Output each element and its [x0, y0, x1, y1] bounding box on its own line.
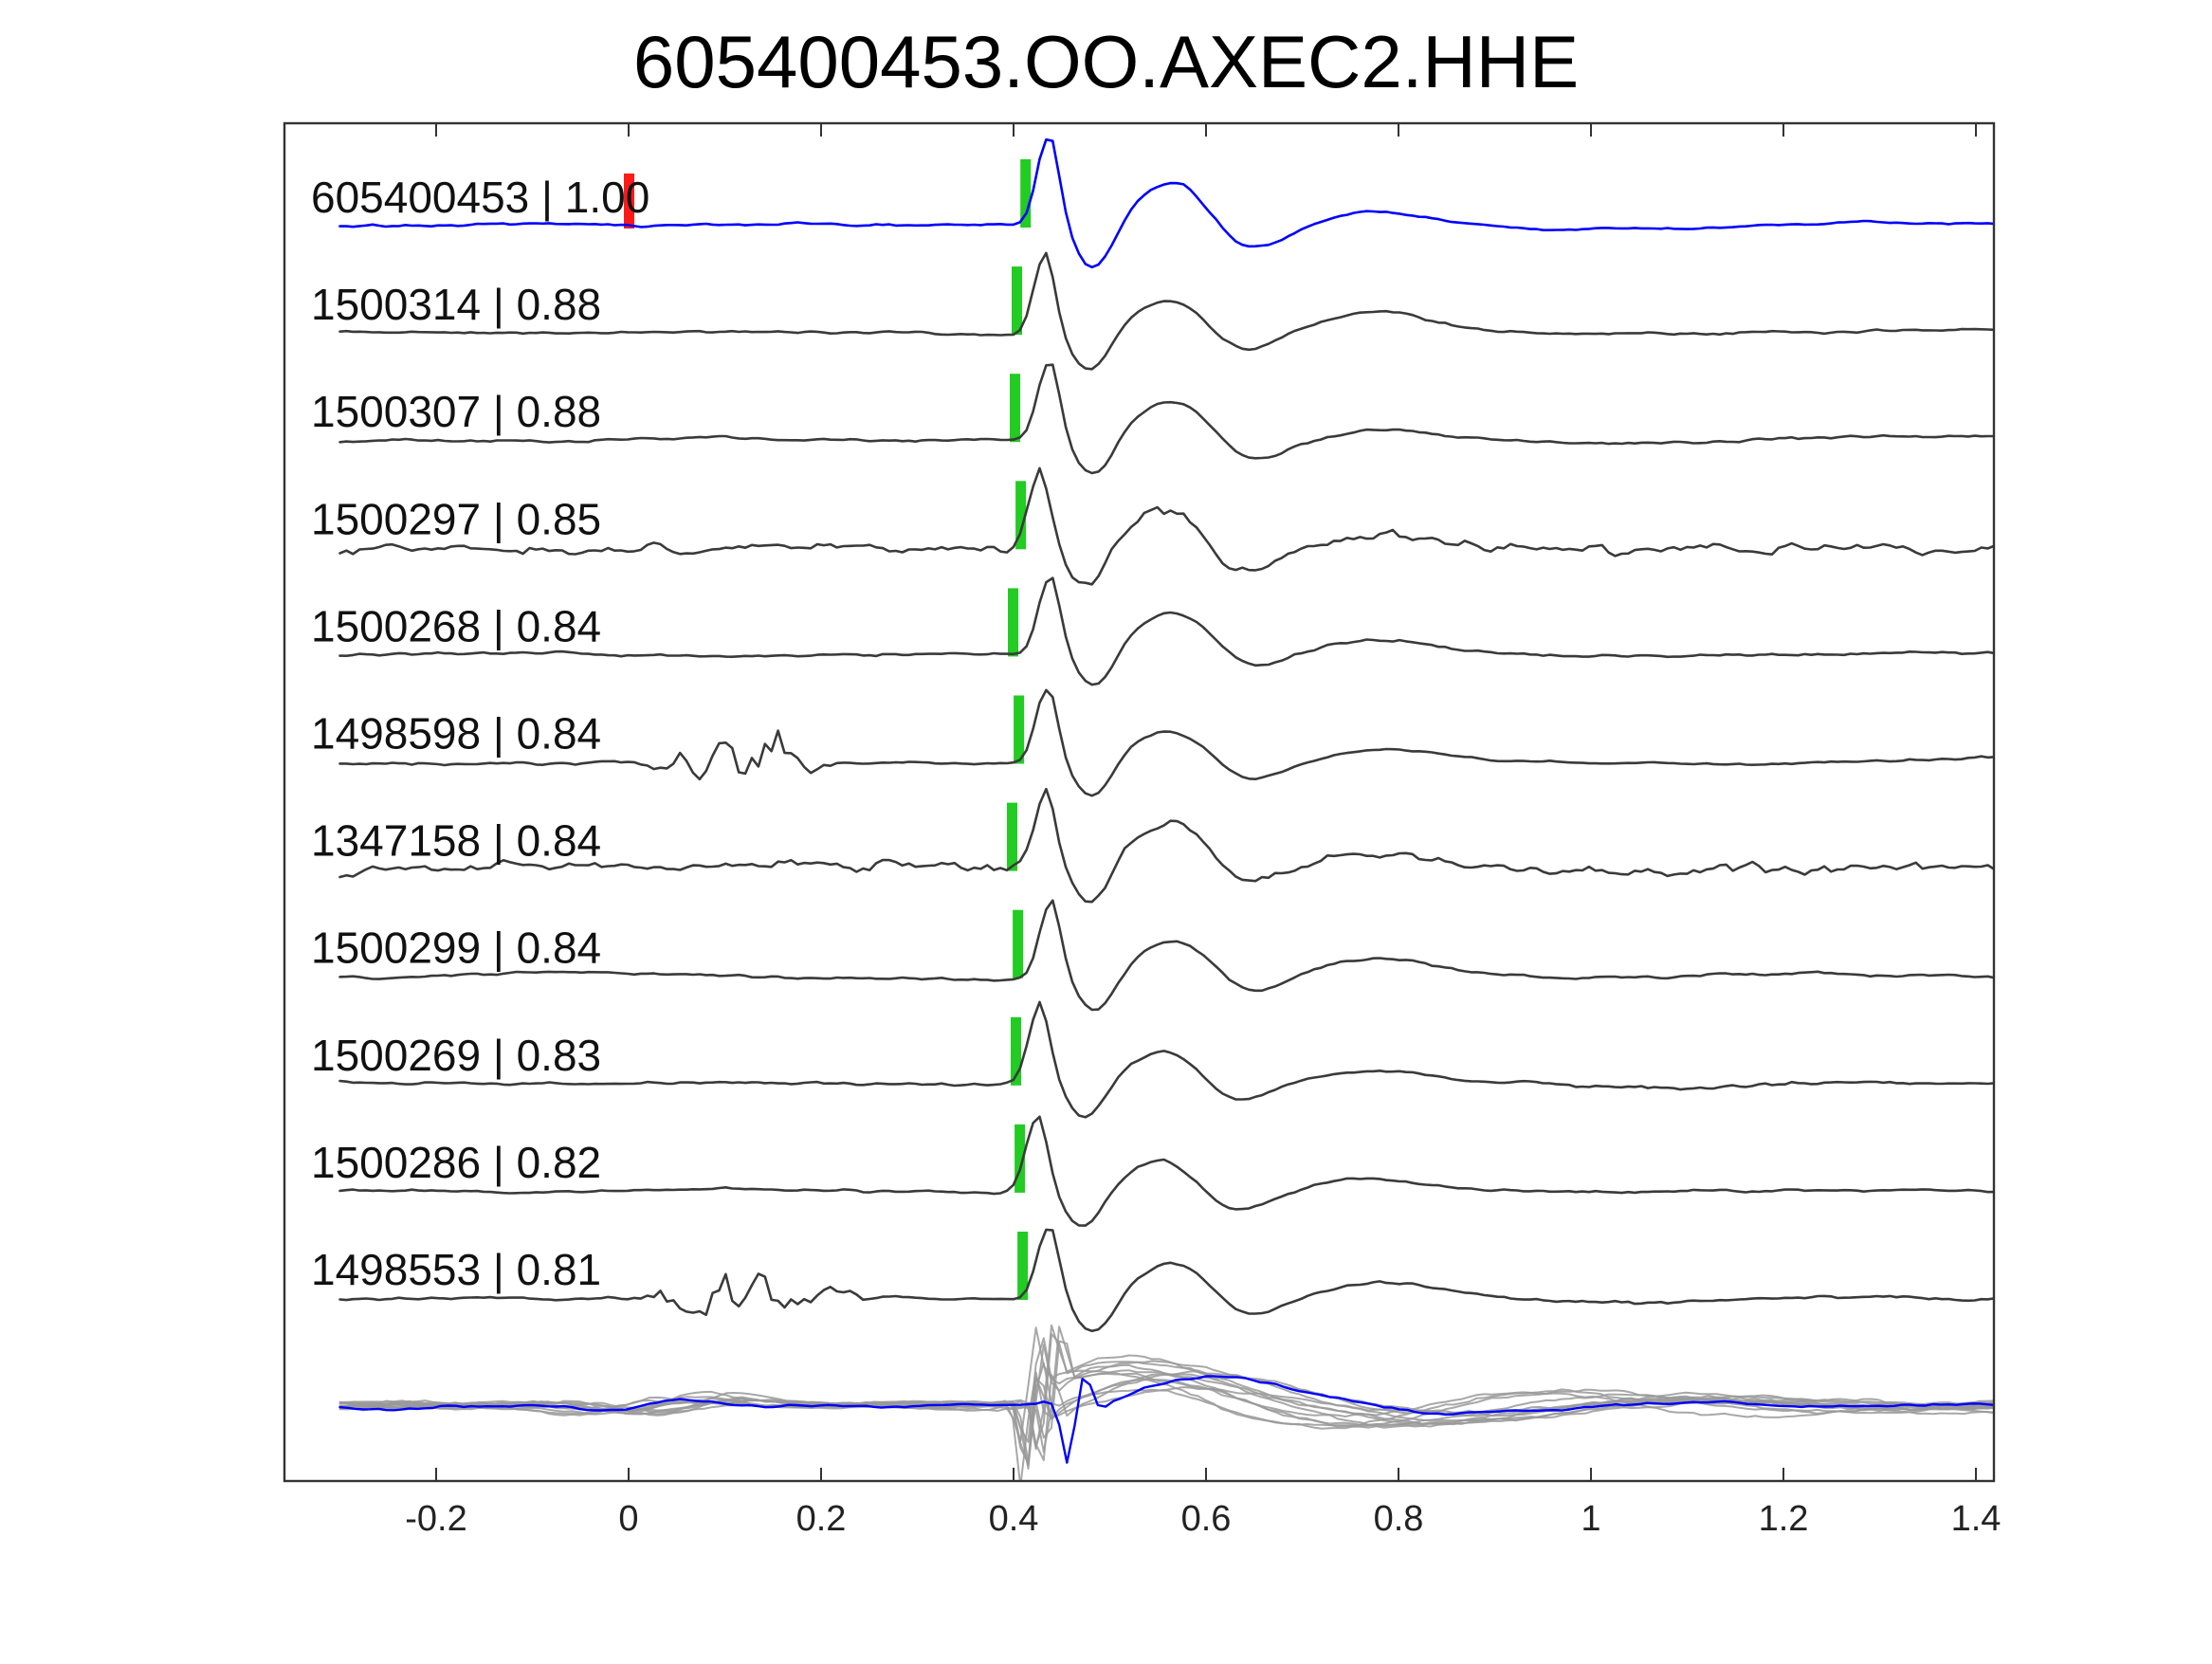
svg-text:1500314 | 0.88: 1500314 | 0.88: [311, 280, 601, 329]
svg-text:-0.2: -0.2: [405, 1499, 466, 1539]
svg-text:1500269 | 0.83: 1500269 | 0.83: [311, 1031, 601, 1080]
svg-text:1498553 | 0.81: 1498553 | 0.81: [311, 1245, 601, 1294]
svg-text:605400453.OO.AXEC2.HHE: 605400453.OO.AXEC2.HHE: [633, 20, 1579, 103]
svg-text:1498598 | 0.84: 1498598 | 0.84: [311, 709, 601, 759]
svg-text:0.2: 0.2: [796, 1499, 847, 1539]
svg-text:0.6: 0.6: [1181, 1499, 1232, 1539]
svg-text:0.8: 0.8: [1374, 1499, 1424, 1539]
svg-text:1500297 | 0.85: 1500297 | 0.85: [311, 494, 601, 543]
svg-text:1.2: 1.2: [1759, 1499, 1809, 1539]
svg-text:1347158 | 0.84: 1347158 | 0.84: [311, 816, 601, 866]
svg-text:1500299 | 0.84: 1500299 | 0.84: [311, 923, 601, 973]
svg-text:605400453 | 1.00: 605400453 | 1.00: [311, 173, 649, 222]
svg-text:1500286 | 0.82: 1500286 | 0.82: [311, 1138, 601, 1187]
svg-text:1: 1: [1581, 1499, 1600, 1539]
svg-text:1500268 | 0.84: 1500268 | 0.84: [311, 601, 601, 650]
svg-text:1.4: 1.4: [1951, 1499, 2002, 1539]
svg-text:0.4: 0.4: [989, 1499, 1039, 1539]
svg-text:1500307 | 0.88: 1500307 | 0.88: [311, 387, 601, 436]
svg-text:0: 0: [618, 1499, 638, 1539]
